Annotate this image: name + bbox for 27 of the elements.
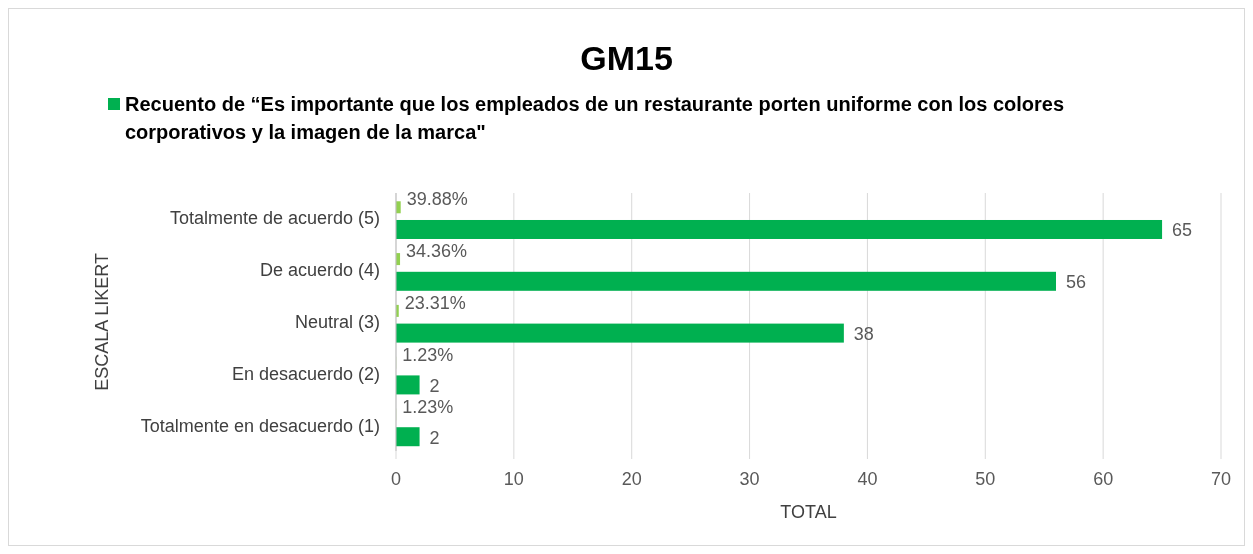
data-label: 1.23% [402, 396, 454, 417]
y-tick-label: En desacuerdo (2) [231, 363, 380, 384]
x-tick-label: 30 [739, 469, 760, 489]
legend-label: Recuento de “Es importante que los empleados de un restaurante porten uniforme con los colores corporativos y la imagen de la marca" [125, 93, 1065, 143]
data-label: 2 [429, 375, 440, 396]
x-tick-label: 10 [503, 469, 524, 489]
data-label: 39.88% [406, 189, 468, 210]
data-label: 23.31% [404, 292, 466, 313]
y-tick-label: Totalmente de acuerdo (5) [169, 208, 380, 229]
data-label: 2 [429, 427, 440, 448]
x-axis-title: TOTAL [780, 502, 837, 522]
data-label: 65 [1172, 220, 1193, 241]
x-tick-label: 50 [975, 469, 996, 489]
chart-title: GM15 [580, 39, 673, 77]
y-tick-label: Totalmente en desacuerdo (1) [140, 415, 380, 436]
data-label: 38 [853, 324, 874, 345]
y-tick-label: Neutral (3) [294, 312, 380, 332]
data-label: 1.23% [402, 344, 454, 365]
x-tick-label: 20 [621, 469, 642, 489]
data-label: 56 [1066, 272, 1087, 293]
y-tick-label: De acuerdo (4) [259, 260, 380, 281]
x-tick-label: 60 [1093, 469, 1114, 489]
y-axis-title: ESCALA LIKERT [92, 253, 112, 391]
x-tick-label: 70 [1210, 469, 1232, 489]
data-label: 34.36% [406, 241, 468, 262]
x-tick-label: 40 [857, 469, 878, 489]
x-tick-label: 0 [390, 469, 402, 489]
